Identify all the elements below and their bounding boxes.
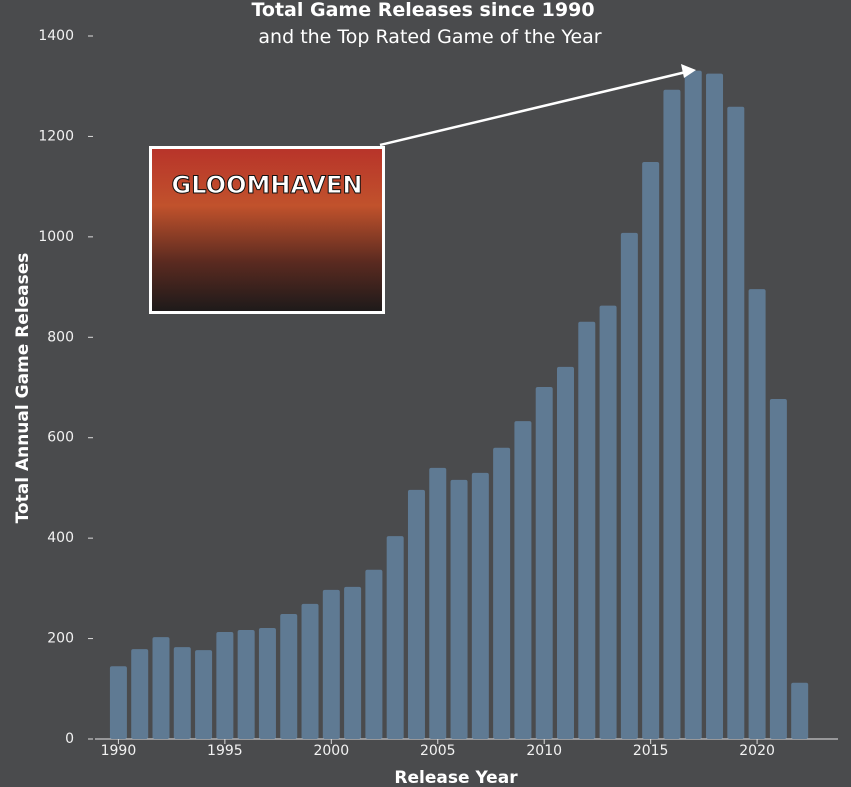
y-tick-label: 1000: [38, 229, 74, 245]
bar: [663, 89, 681, 739]
y-tick-label: 200: [47, 631, 74, 647]
bar: [407, 489, 425, 739]
bar: [535, 386, 553, 739]
bar: [556, 366, 574, 739]
image-art: [152, 149, 382, 311]
y-axis-label: Total Annual Game Releases: [13, 253, 33, 524]
chart-subtitle: and the Top Rated Game of the Year: [258, 26, 601, 48]
bar: [429, 467, 447, 739]
bar: [684, 70, 702, 740]
bar: [620, 232, 638, 739]
x-axis-label: Release Year: [394, 768, 518, 787]
bar: [258, 628, 276, 739]
bar: [727, 106, 745, 740]
y-tick-label: 1400: [38, 28, 74, 44]
bar: [216, 632, 234, 739]
bar: [344, 586, 362, 739]
y-tick-label: 0: [65, 731, 74, 747]
bar: [450, 479, 468, 739]
bar: [578, 321, 596, 739]
x-tick-label: 2010: [526, 743, 562, 759]
bar: [365, 569, 383, 739]
x-tick-label: 1990: [101, 743, 137, 759]
bar: [280, 613, 298, 739]
x-tick-label: 1995: [207, 743, 243, 759]
bar: [322, 589, 340, 739]
bar: [493, 447, 511, 739]
bar: [173, 647, 191, 739]
bar: [301, 603, 319, 739]
x-tick-label: 2020: [739, 743, 775, 759]
bar: [237, 630, 255, 739]
bar: [386, 536, 404, 739]
x-tick-label: 2000: [313, 743, 349, 759]
bar: [748, 289, 766, 739]
y-tick-label: 800: [47, 329, 74, 345]
arrow-head: [681, 64, 696, 78]
bar: [152, 637, 170, 739]
bar: [791, 682, 809, 739]
bar: [471, 472, 489, 739]
annotation-arrow: [379, 70, 687, 147]
x-tick-label: 2015: [633, 743, 669, 759]
bar: [769, 399, 787, 739]
x-tick-label: 2005: [420, 743, 456, 759]
bar: [514, 421, 532, 739]
game-image: GLOOMHAVEN: [149, 146, 385, 314]
bar: [599, 305, 617, 739]
image-title: GLOOMHAVEN: [172, 171, 363, 199]
y-tick-label: 1200: [38, 128, 74, 144]
bar: [195, 650, 213, 739]
y-tick-label: 600: [47, 430, 74, 446]
bar: [642, 162, 660, 740]
bar: [109, 666, 127, 739]
bar: [131, 649, 149, 739]
bar: [706, 73, 724, 740]
y-tick-label: 400: [47, 530, 74, 546]
chart-title: Total Game Releases since 1990: [251, 0, 594, 21]
